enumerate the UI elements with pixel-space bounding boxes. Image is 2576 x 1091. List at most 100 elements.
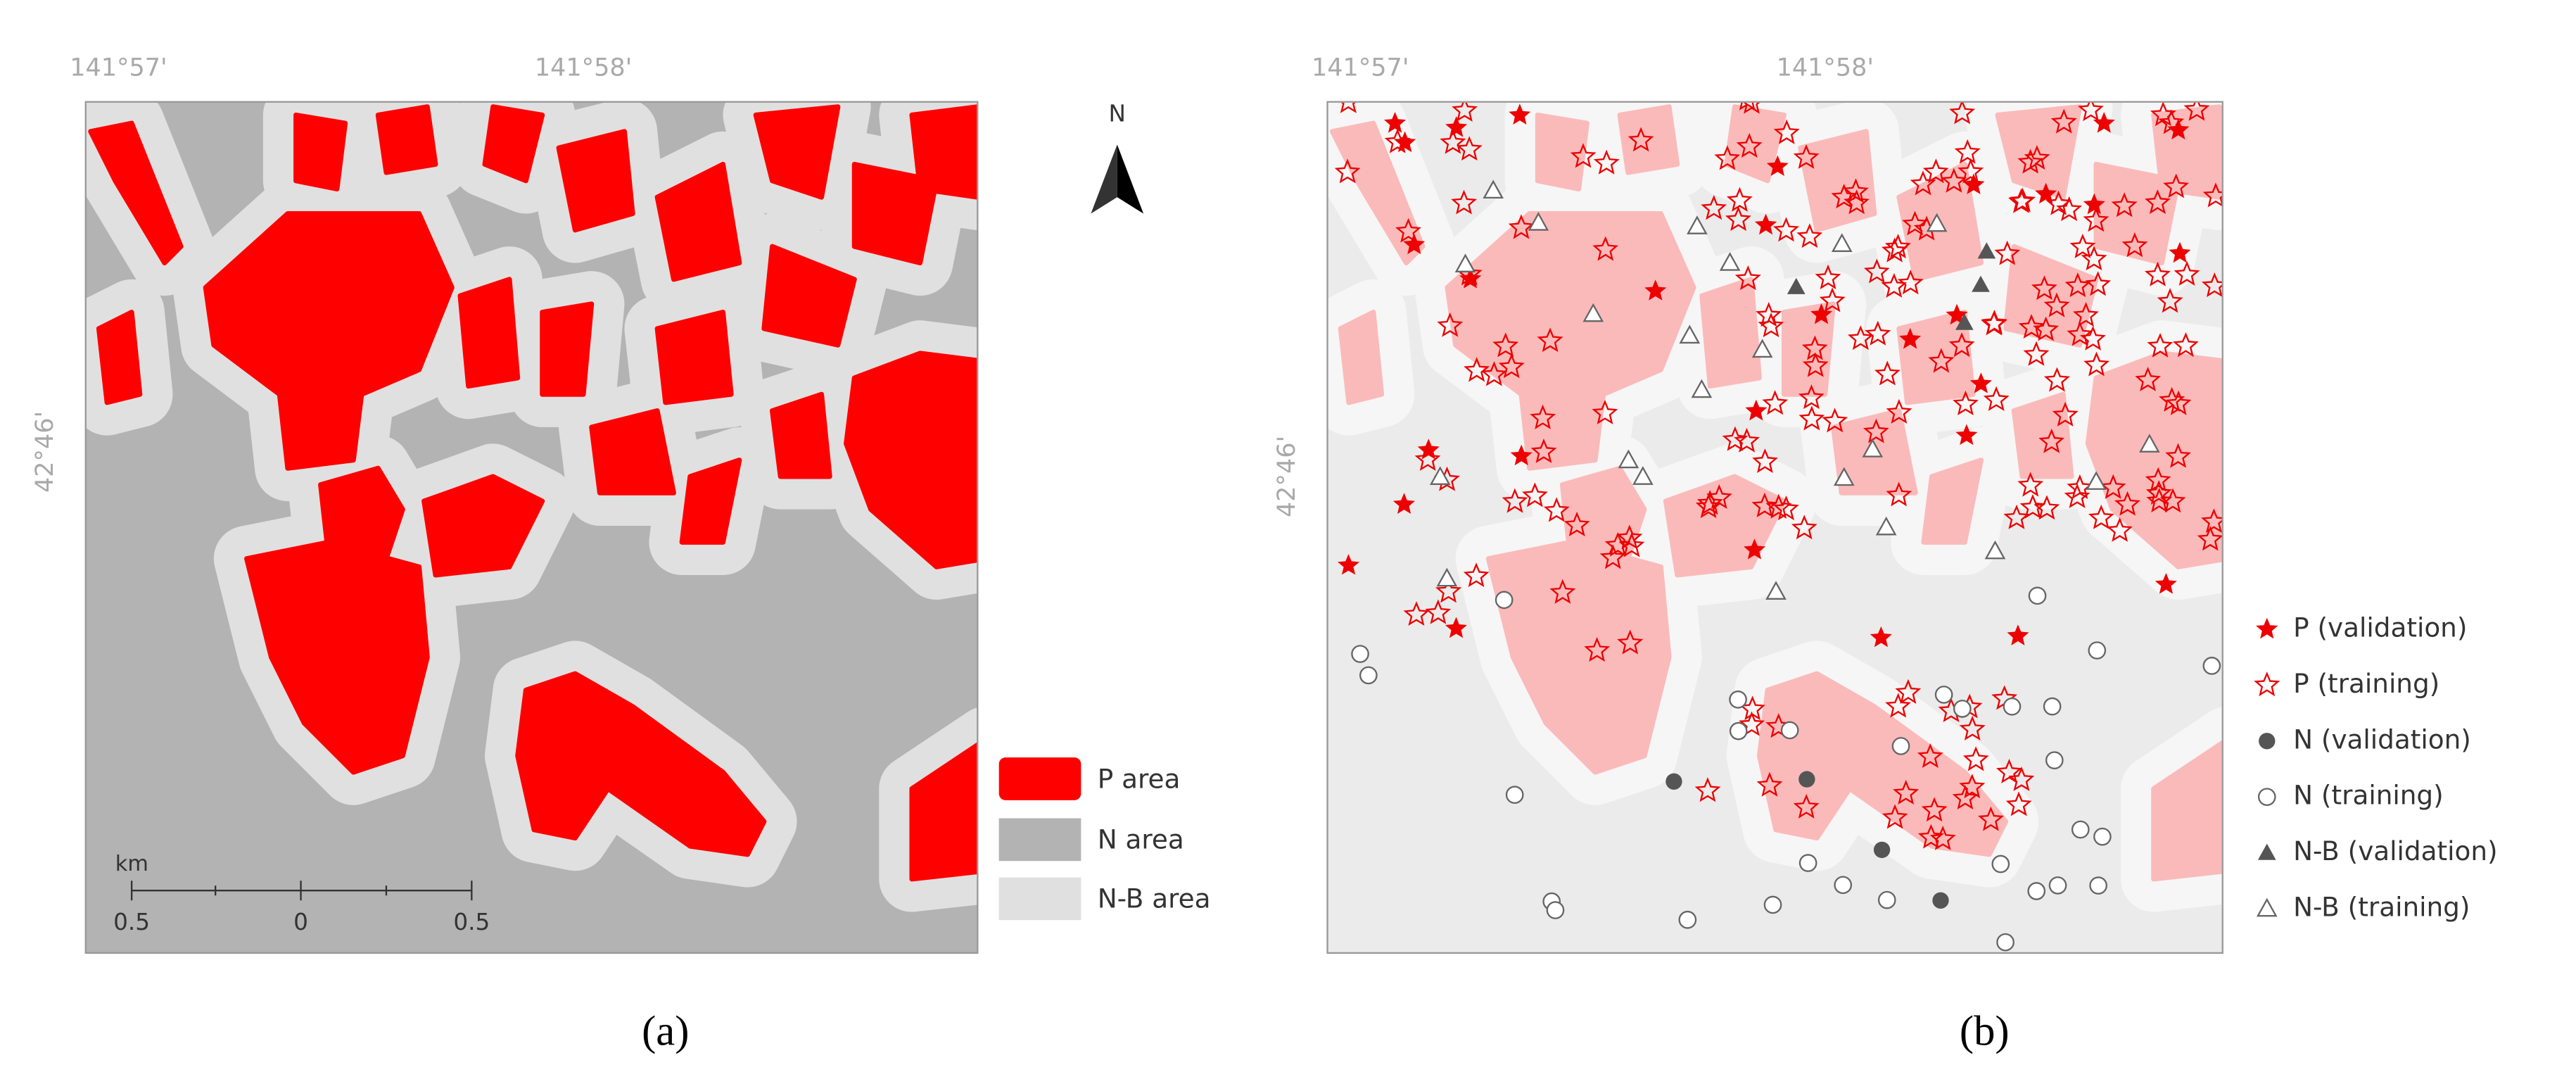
p-validation	[1745, 399, 1768, 421]
p-training	[1742, 101, 1761, 114]
n-training	[1891, 737, 1910, 755]
p-training	[2172, 332, 2199, 358]
n-training	[1729, 690, 1747, 709]
p-training	[2043, 292, 2070, 317]
p-training	[2083, 351, 2109, 377]
p-validation	[1899, 327, 1922, 349]
p-training	[2159, 386, 2185, 412]
p-training	[1726, 187, 1753, 212]
p-training	[1340, 101, 1357, 113]
p-training	[1791, 515, 1817, 540]
n-validation	[1932, 892, 1949, 909]
p-training	[1796, 223, 1823, 248]
p-training	[1886, 398, 1912, 424]
n-training	[1798, 854, 1817, 872]
nb-training	[2256, 897, 2278, 917]
p-training	[1456, 136, 1483, 161]
p-training	[1772, 217, 1800, 242]
p-training	[1865, 320, 1891, 346]
p-training	[1893, 779, 1920, 805]
p-training	[1480, 361, 1507, 386]
p-training	[1463, 562, 1490, 588]
p-training	[2008, 766, 2035, 791]
p-validation	[1392, 493, 1415, 514]
nb-validation	[1955, 313, 1974, 330]
p-training	[2114, 491, 2140, 516]
p-validation	[1445, 116, 1468, 137]
p-training	[1756, 302, 1782, 327]
n-training	[2048, 876, 2067, 895]
p-training	[2202, 272, 2223, 298]
p-training	[1798, 405, 1825, 431]
x-coord: 141°58'	[1777, 53, 1874, 82]
p-training	[2165, 443, 2192, 468]
p-training	[1584, 636, 1611, 662]
p-validation	[2155, 572, 2177, 594]
nb-training	[1429, 466, 1451, 486]
p-training	[2197, 526, 2223, 551]
p-training	[2005, 791, 2032, 816]
p-training	[2183, 101, 2210, 121]
p-training	[1599, 544, 1626, 569]
p-training	[2254, 671, 2280, 697]
p-training	[1978, 806, 2004, 831]
p-training	[1492, 332, 1519, 358]
nb-training	[1875, 516, 1897, 536]
p-training	[1949, 101, 1976, 125]
p-validation	[1510, 444, 1533, 466]
p-validation	[1744, 538, 1766, 560]
p-training	[1694, 777, 1721, 802]
p-training	[2050, 108, 2077, 134]
p-training	[2202, 182, 2223, 208]
p-validation	[1445, 617, 1467, 638]
nb-training	[1687, 215, 1708, 234]
p-training	[1773, 496, 1799, 521]
nb-training	[2139, 434, 2160, 453]
p-training	[1530, 404, 1556, 429]
n-training	[2093, 827, 2112, 846]
legend-label: P (training)	[2293, 668, 2439, 699]
p-training	[2085, 271, 2112, 296]
p-validation	[1870, 626, 1892, 648]
p-validation	[2169, 241, 2191, 263]
legend-swatch	[998, 818, 1081, 862]
p-training	[2083, 207, 2109, 232]
north-arrow	[1091, 144, 1144, 214]
nb-training	[1454, 253, 1476, 272]
map-b	[1327, 101, 2223, 953]
p-validation	[1403, 233, 1426, 255]
n-training	[2071, 820, 2090, 839]
p-training	[1802, 352, 1829, 377]
p-training	[1902, 210, 1929, 236]
n-training	[1934, 686, 1953, 704]
p-validation	[1384, 111, 1407, 133]
p-validation	[2167, 118, 2190, 140]
p-training	[1897, 270, 1924, 295]
n-training	[2028, 586, 2047, 605]
legend-swatch	[998, 877, 1081, 921]
legend-swatch	[998, 757, 1081, 800]
p-validation	[1766, 155, 1789, 177]
panel-label: (b)	[1960, 1008, 2010, 1055]
p-training	[2033, 316, 2060, 341]
nb-training	[1436, 567, 1458, 587]
p-training	[1498, 353, 1525, 379]
nb-training	[1632, 466, 1654, 485]
p-training	[1822, 408, 1848, 433]
p-training	[1962, 746, 1989, 771]
p-training	[1981, 309, 2007, 335]
map-a	[86, 101, 986, 953]
p-training	[1451, 189, 1478, 215]
nb-training	[1618, 449, 1639, 469]
p-validation	[2083, 193, 2105, 215]
p-training	[1831, 183, 1858, 209]
p-training	[1706, 484, 1732, 510]
nb-validation	[2257, 843, 2276, 860]
p-training	[2010, 187, 2036, 213]
p-training	[2088, 504, 2114, 529]
p-training	[1604, 531, 1631, 557]
legend: P (validation) P (training) N (validation)…	[2254, 612, 2498, 922]
legend-label: N-B area	[1098, 883, 1211, 914]
p-training	[1798, 384, 1825, 410]
